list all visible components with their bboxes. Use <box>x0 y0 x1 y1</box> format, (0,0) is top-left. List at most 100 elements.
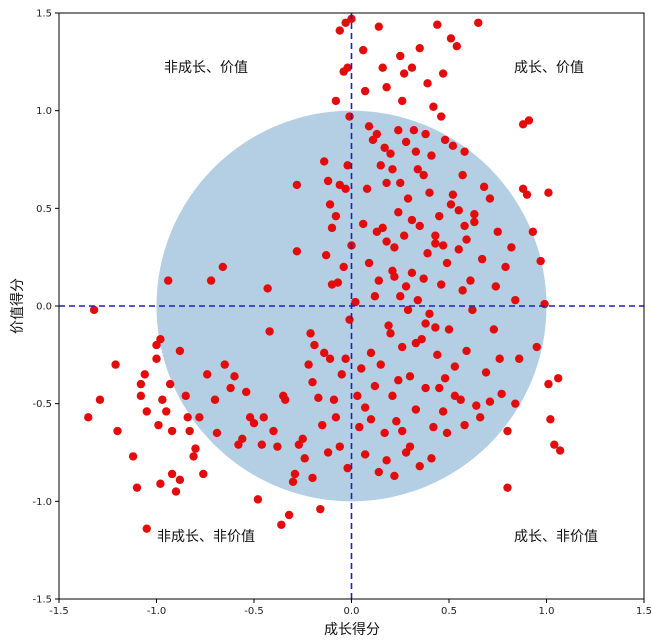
data-point <box>152 354 161 363</box>
data-point <box>388 165 397 174</box>
data-point <box>472 401 481 410</box>
data-point <box>415 221 424 231</box>
data-point <box>431 323 440 332</box>
data-point <box>468 305 477 315</box>
data-point <box>304 360 313 369</box>
data-point <box>454 206 463 215</box>
data-point <box>259 413 268 422</box>
data-point <box>431 239 440 248</box>
data-point <box>238 434 247 444</box>
data-point <box>427 151 436 160</box>
data-point <box>429 102 438 111</box>
data-point <box>298 434 307 444</box>
data-point <box>452 42 461 51</box>
data-point <box>345 315 354 324</box>
data-point <box>421 383 430 393</box>
data-point <box>407 215 417 225</box>
data-point <box>450 362 460 371</box>
data-point <box>164 276 173 285</box>
data-point <box>511 399 520 408</box>
data-point <box>401 137 411 147</box>
data-point <box>382 83 391 92</box>
data-point <box>458 286 467 295</box>
data-point <box>462 346 471 356</box>
data-point <box>136 379 146 389</box>
data-point <box>230 372 239 381</box>
data-point <box>394 126 403 135</box>
data-point <box>343 463 352 473</box>
data-point <box>376 161 385 170</box>
data-point <box>331 413 341 422</box>
x-tick-label: 1.0 <box>539 606 555 617</box>
data-point <box>474 18 483 27</box>
data-point <box>485 397 495 406</box>
data-point <box>360 450 370 459</box>
quadrant-label-top-left: 非成长、价值 <box>164 60 248 76</box>
data-point <box>333 278 343 287</box>
data-point <box>364 258 374 268</box>
data-point <box>507 243 516 252</box>
data-point <box>273 442 282 451</box>
data-point <box>374 276 383 285</box>
data-point <box>411 405 421 414</box>
data-point <box>427 454 436 463</box>
data-point <box>292 180 302 190</box>
data-point <box>318 420 327 430</box>
data-point <box>154 420 163 430</box>
axis-ticks: -1.5 -1.0 -0.5 0.0 0.5 1.0 1.5 -1.5 -1.0 -0.5 0.0 0… <box>32 9 651 618</box>
data-point <box>142 524 151 533</box>
data-point <box>380 143 389 152</box>
y-tick-label: -1.0 <box>32 497 52 508</box>
data-point <box>357 364 366 373</box>
data-point <box>437 112 446 121</box>
data-point <box>165 379 175 389</box>
data-point <box>175 346 185 356</box>
data-point <box>437 280 446 289</box>
y-axis-label: 价值得分 <box>9 278 26 334</box>
data-point <box>374 467 383 477</box>
data-point <box>442 258 452 268</box>
data-point <box>555 446 565 455</box>
data-point <box>355 422 364 432</box>
data-point <box>353 391 362 401</box>
data-point <box>423 249 432 258</box>
data-point <box>470 217 479 227</box>
data-point <box>511 295 520 305</box>
data-point <box>142 407 151 416</box>
data-point <box>206 276 216 285</box>
x-tick-label: 0.5 <box>441 606 457 617</box>
data-point <box>366 348 376 358</box>
data-point <box>290 469 300 479</box>
data-point <box>425 309 434 319</box>
data-point <box>554 374 563 383</box>
data-point <box>292 247 302 256</box>
data-point <box>415 43 424 53</box>
data-point <box>446 34 456 43</box>
data-point <box>448 190 458 199</box>
data-point <box>481 368 491 377</box>
data-point <box>128 452 138 461</box>
data-point <box>191 444 200 453</box>
data-point <box>386 329 395 338</box>
data-point <box>89 305 99 315</box>
x-tick-label: -0.5 <box>244 606 264 617</box>
data-point <box>396 178 405 188</box>
data-point <box>308 377 317 387</box>
data-point <box>550 440 559 449</box>
data-point <box>398 426 407 436</box>
y-tick-label: -1.5 <box>32 595 52 606</box>
x-tick-label: 0.0 <box>344 606 360 617</box>
data-point <box>249 419 259 428</box>
data-point <box>425 188 434 197</box>
data-point <box>226 383 235 393</box>
data-point <box>388 391 397 401</box>
data-point <box>321 251 331 260</box>
data-point <box>158 395 167 404</box>
data-point <box>136 391 146 401</box>
data-point <box>378 63 387 72</box>
data-point <box>460 221 469 231</box>
data-point <box>310 340 319 350</box>
data-point <box>175 475 185 485</box>
data-point <box>392 417 401 426</box>
data-point <box>380 428 389 438</box>
